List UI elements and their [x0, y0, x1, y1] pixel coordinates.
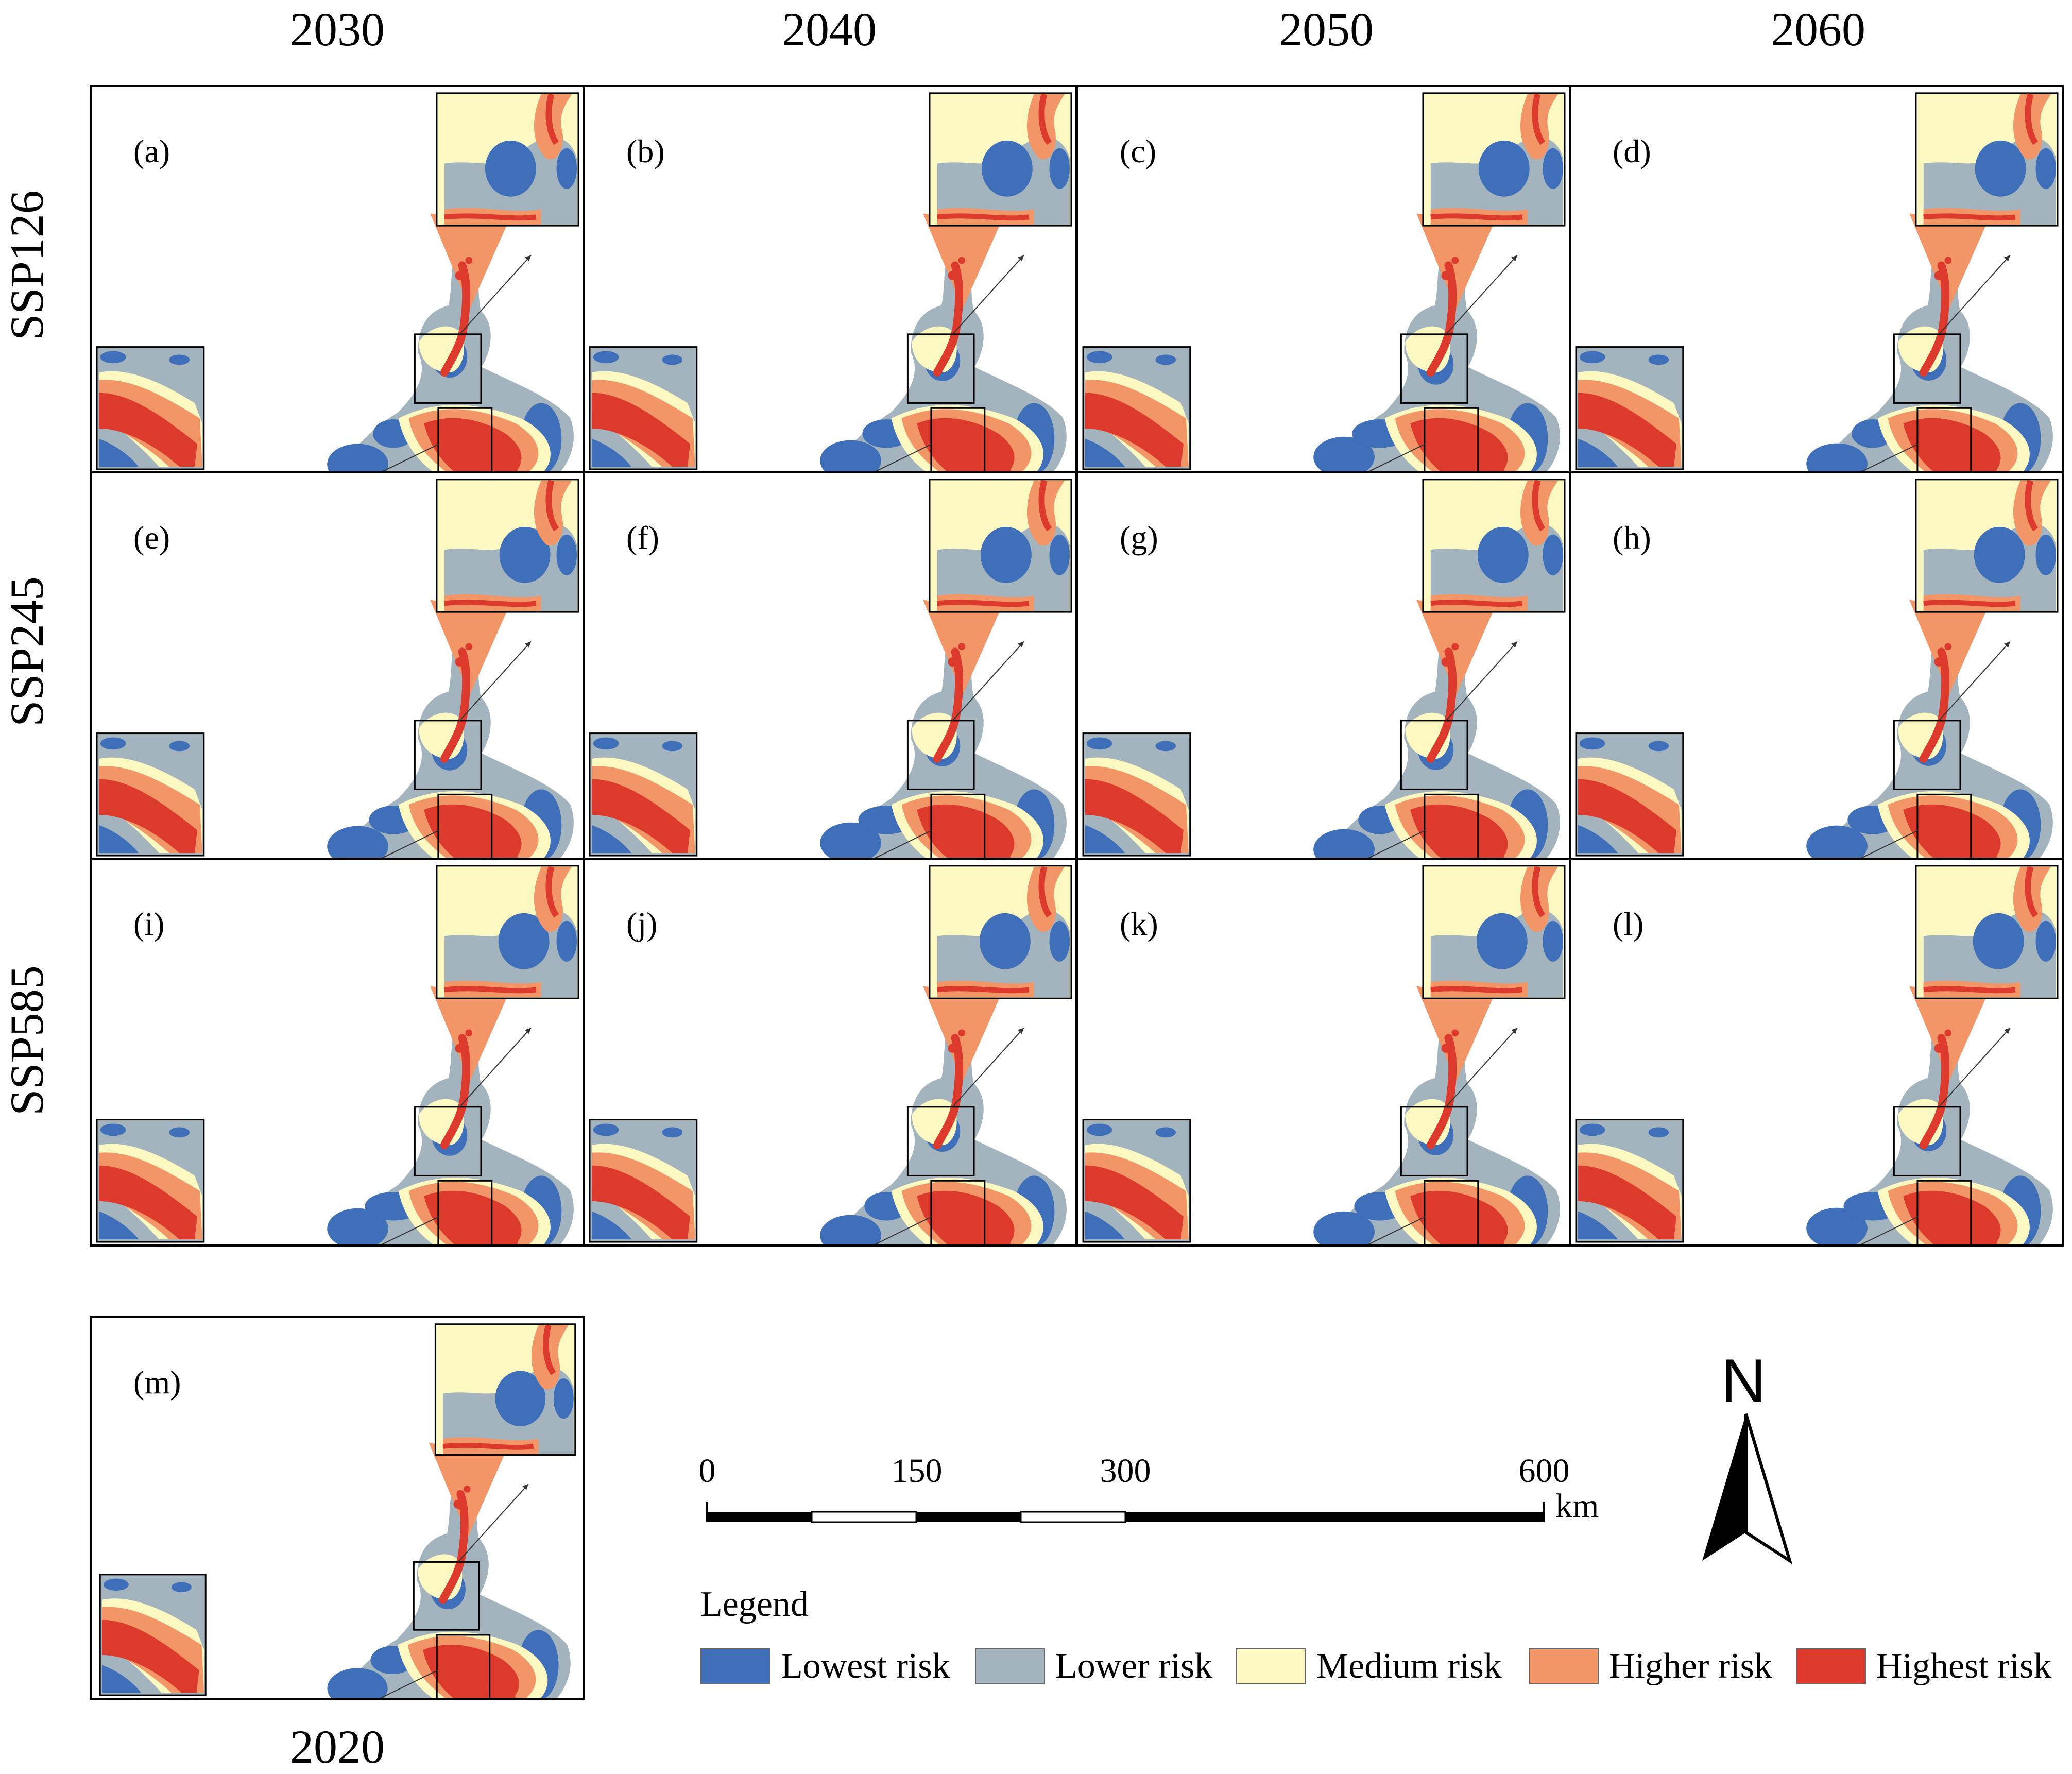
column-label-2060: 2060	[1771, 3, 1865, 56]
scale-tick-150: 150	[891, 1452, 943, 1490]
map-panel-h: (h)	[1569, 471, 2064, 860]
panel-label: (a)	[133, 133, 170, 169]
risk-map	[1082, 865, 1566, 1244]
panel-label: (e)	[133, 519, 170, 556]
map-panel-a: (a)	[90, 85, 585, 474]
panel-label: (l)	[1613, 906, 1644, 942]
panel-label: (i)	[133, 906, 165, 942]
legend-item-higher: Higher risk	[1529, 1646, 1772, 1687]
scale-tick-600: 600	[1518, 1452, 1570, 1490]
map-panel-f: (f)	[583, 471, 1077, 860]
legend-label: Higher risk	[1609, 1646, 1772, 1686]
panel-label: (f)	[626, 519, 659, 556]
legend-swatch	[975, 1648, 1045, 1684]
risk-map	[589, 865, 1072, 1244]
legend-swatch	[700, 1648, 770, 1684]
row-label-ssp245: SSP245	[1, 576, 53, 727]
risk-map	[1575, 479, 2059, 858]
risk-map	[96, 92, 579, 472]
map-panel-2020: (m)	[90, 1316, 585, 1700]
risk-map	[1082, 479, 1566, 858]
panel-label: (h)	[1613, 519, 1651, 556]
legend-label: Lower risk	[1055, 1646, 1213, 1686]
risk-map	[1575, 865, 2059, 1244]
legend-swatch	[1236, 1648, 1306, 1684]
north-arrow-icon	[1702, 1413, 1793, 1564]
legend-swatch	[1796, 1648, 1866, 1684]
column-label-2050: 2050	[1279, 3, 1374, 56]
risk-map	[99, 1323, 576, 1698]
risk-map	[96, 865, 579, 1244]
baseline-year-label: 2020	[290, 1720, 385, 1773]
scale-bar-graphic	[706, 1502, 1545, 1523]
legend-label: Medium risk	[1316, 1646, 1502, 1686]
scale-tick-300: 300	[1100, 1452, 1151, 1490]
legend-item-medium: Medium risk	[1236, 1646, 1502, 1687]
panel-label: (d)	[1613, 133, 1651, 169]
map-panel-d: (d)	[1569, 85, 2064, 474]
risk-map	[589, 479, 1072, 858]
legend-item-lower: Lower risk	[975, 1646, 1212, 1687]
row-label-ssp126: SSP126	[1, 190, 53, 340]
legend-item-highest: Highest risk	[1796, 1646, 2051, 1687]
map-panel-c: (c)	[1076, 85, 1571, 474]
panel-label: (m)	[133, 1364, 181, 1401]
legend-label: Highest risk	[1876, 1646, 2052, 1686]
map-panel-g: (g)	[1076, 471, 1571, 860]
risk-map	[1575, 92, 2059, 472]
risk-map	[96, 479, 579, 858]
map-panel-k: (k)	[1076, 858, 1571, 1247]
legend-swatch	[1529, 1648, 1599, 1684]
map-panel-b: (b)	[583, 85, 1077, 474]
panel-label: (g)	[1120, 519, 1158, 556]
row-label-ssp585: SSP585	[1, 965, 53, 1116]
map-panel-i: (i)	[90, 858, 585, 1247]
legend-title: Legend	[700, 1584, 809, 1624]
north-label: N	[1721, 1346, 1766, 1415]
panel-label: (b)	[626, 133, 665, 169]
legend-item-lowest: Lowest risk	[700, 1646, 950, 1687]
panel-label: (c)	[1120, 133, 1157, 169]
column-label-2030: 2030	[290, 3, 385, 56]
risk-map	[589, 92, 1072, 472]
scale-tick-0: 0	[698, 1452, 716, 1490]
scale-unit: km	[1555, 1487, 1599, 1525]
panel-label: (j)	[626, 906, 658, 942]
legend-label: Lowest risk	[781, 1646, 950, 1686]
map-panel-l: (l)	[1569, 858, 2064, 1247]
map-panel-e: (e)	[90, 471, 585, 860]
map-panel-j: (j)	[583, 858, 1077, 1247]
risk-map	[1082, 92, 1566, 472]
panel-label: (k)	[1120, 906, 1158, 942]
column-label-2040: 2040	[782, 3, 877, 56]
